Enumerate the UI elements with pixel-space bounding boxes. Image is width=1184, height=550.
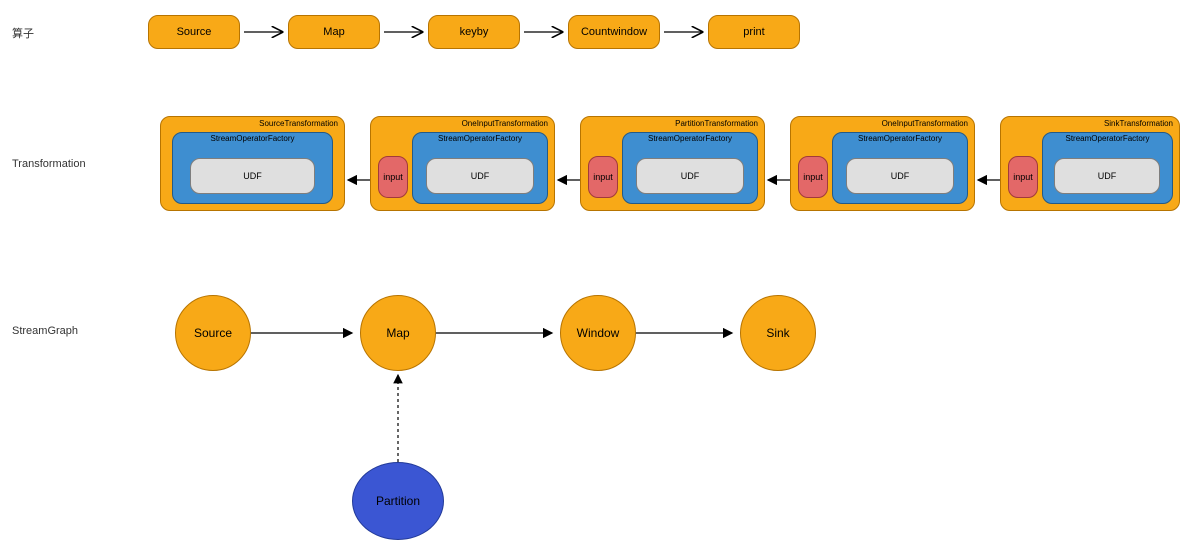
input-box: input [798,156,828,198]
udf-box: UDF [636,158,744,194]
row3-label: StreamGraph [12,325,78,337]
operator-box: Map [288,15,380,49]
transformation-title: OneInputTransformation [882,119,968,128]
factory-label: StreamOperatorFactory [1065,134,1149,143]
operator-box: Countwindow [568,15,660,49]
input-box: input [1008,156,1038,198]
factory-label: StreamOperatorFactory [210,134,294,143]
input-box: input [588,156,618,198]
stream-node: Source [175,295,251,371]
factory-label: StreamOperatorFactory [438,134,522,143]
udf-box: UDF [426,158,534,194]
operator-box: print [708,15,800,49]
stream-node: Window [560,295,636,371]
transformation-title: PartitionTransformation [675,119,758,128]
row1-label: 算子 [12,25,34,41]
transformation-title: OneInputTransformation [462,119,548,128]
stream-node: Map [360,295,436,371]
stream-node: Sink [740,295,816,371]
factory-label: StreamOperatorFactory [648,134,732,143]
factory-label: StreamOperatorFactory [858,134,942,143]
udf-box: UDF [190,158,315,194]
udf-box: UDF [1054,158,1160,194]
row2-label: Transformation [12,158,86,170]
operator-box: keyby [428,15,520,49]
arrows-layer [0,0,1184,550]
partition-node: Partition [352,462,444,540]
transformation-title: SourceTransformation [259,119,338,128]
transformation-title: SinkTransformation [1104,119,1173,128]
operator-box: Source [148,15,240,49]
udf-box: UDF [846,158,954,194]
input-box: input [378,156,408,198]
